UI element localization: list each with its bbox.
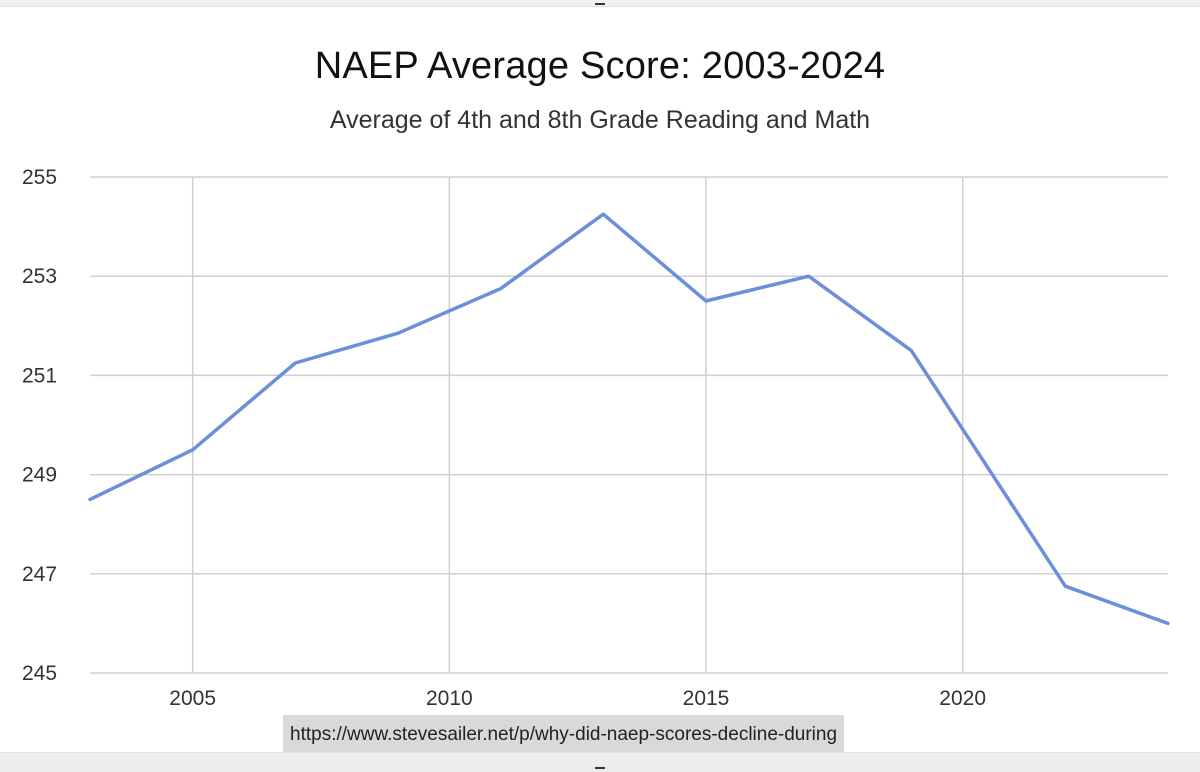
y-tick-label: 253: [22, 265, 57, 288]
x-tick-label: 2005: [169, 687, 216, 710]
series-layer: [88, 212, 1170, 626]
window-bottom-bar: [0, 752, 1200, 772]
x-tick-label: 2010: [426, 687, 473, 710]
chart-subtitle: Average of 4th and 8th Grade Reading and…: [329, 106, 871, 134]
link-url-tooltip: https://www.stevesailer.net/p/why-did-na…: [283, 715, 845, 755]
y-tick-label: 247: [22, 563, 57, 586]
grid: [90, 176, 1168, 674]
axis-labels: 245 247 249 251 253 255 2005 2010 2015 2020: [22, 166, 986, 710]
drag-handle-bottom[interactable]: [595, 767, 605, 769]
x-tick-label: 2015: [683, 687, 730, 710]
series-line-0: [88, 212, 1170, 626]
y-tick-label: 245: [22, 662, 57, 685]
x-tick-label: 2020: [939, 687, 986, 710]
drag-handle-top[interactable]: [595, 3, 605, 5]
chart-title: NAEP Average Score: 2003-2024: [314, 45, 886, 87]
y-tick-label: 249: [22, 464, 57, 487]
y-tick-label: 255: [22, 166, 57, 189]
y-tick-label: 251: [22, 364, 57, 387]
